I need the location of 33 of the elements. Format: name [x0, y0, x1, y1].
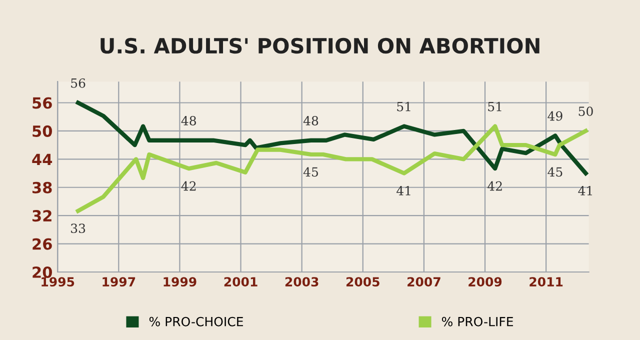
y-tick-label: 44 [32, 154, 52, 165]
annotation: 48 [303, 116, 318, 126]
annotation: 41 [578, 186, 592, 196]
annotation: 50 [578, 106, 593, 116]
x-tick-label: 2009 [468, 277, 502, 287]
x-tick-label: 1995 [42, 277, 74, 287]
x-tick-label: 2011 [530, 277, 563, 287]
y-tick-label: 38 [32, 182, 52, 194]
annotation: 45 [303, 167, 318, 177]
annotation: 51 [488, 102, 502, 112]
y-tick-label: 50 [32, 125, 52, 137]
annotation: 41 [396, 186, 410, 196]
annotation: 42 [488, 181, 502, 191]
annotation: 45 [548, 167, 562, 177]
chart-title: U.S. ADULTS' POSITION ON ABORTION [100, 38, 540, 54]
annotation: 49 [548, 111, 562, 121]
annotation: 48 [181, 116, 196, 126]
annotation: 33 [71, 224, 86, 234]
x-tick-label: 1999 [164, 277, 196, 287]
legend-label: % PRO-CHOICE [149, 316, 243, 326]
y-tick-label: 56 [32, 97, 52, 109]
legend-label: % PRO-LIFE [442, 316, 513, 326]
annotation: 51 [397, 102, 410, 112]
y-tick-label: 26 [32, 238, 52, 250]
y-tick-label: 20 [32, 266, 52, 278]
x-tick-label: 2007 [408, 277, 440, 287]
y-tick-label: 32 [32, 210, 52, 222]
x-tick-label: 1997 [102, 277, 136, 287]
x-tick-label: 2001 [224, 277, 258, 287]
x-tick-label: 2003 [285, 277, 318, 287]
annotation: 42 [181, 181, 196, 191]
annotation: 56 [71, 78, 86, 88]
x-tick-label: 2005 [346, 277, 380, 287]
